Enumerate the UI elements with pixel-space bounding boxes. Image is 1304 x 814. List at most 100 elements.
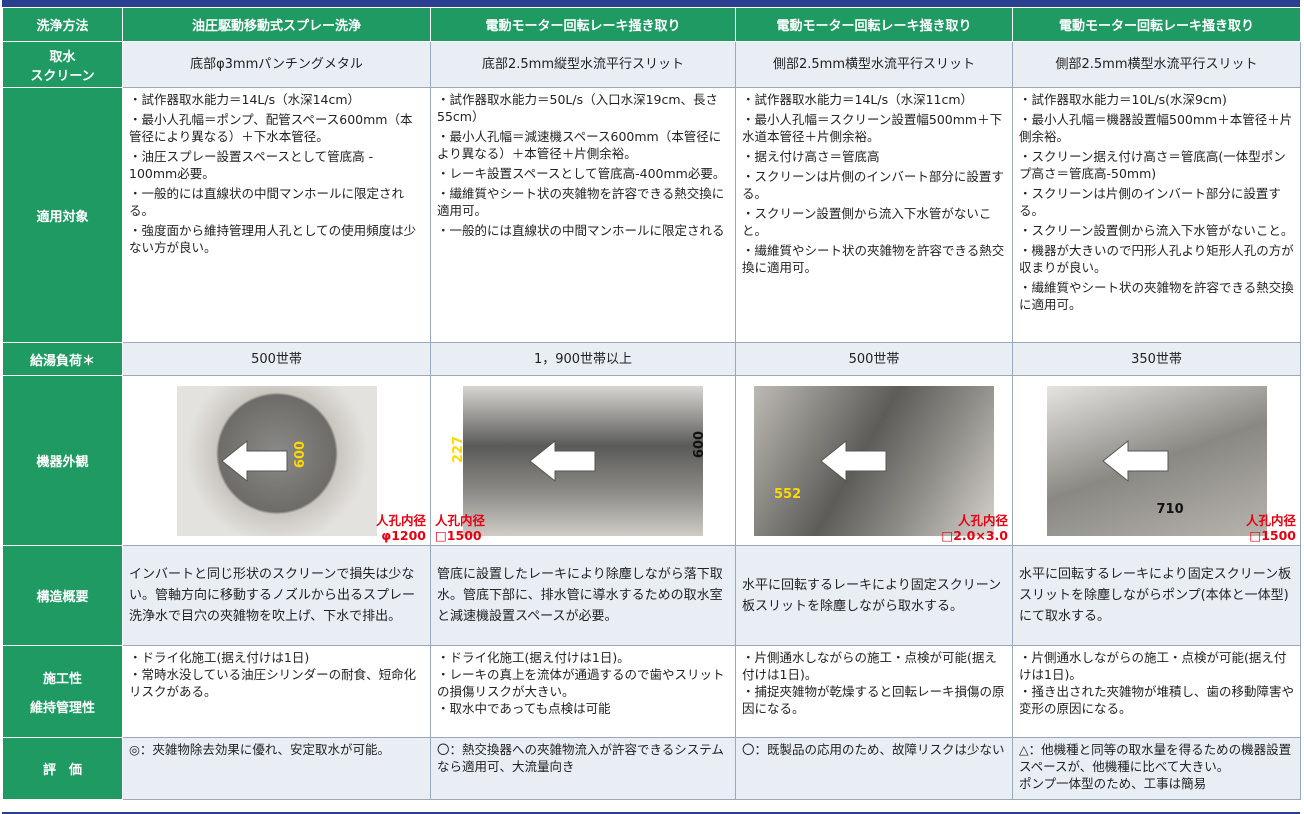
cell-text: 管底に設置したレーキにより除塵しながら落下取水。管底下部に、排水管に導水するため… xyxy=(437,567,723,624)
table-row: 施工性 維持管理性 ・ドライ化施工(据え付けは1日) ・常時水没している油圧シリンダー… xyxy=(2,645,1301,738)
cell-text: 側部2.5mm横型水流平行スリット xyxy=(1055,57,1258,72)
cell: 〇：既製品の応用のため、故障リスクは少ない xyxy=(735,737,1013,800)
bullet-item: ・片側通水しながらの施工・点検が可能(据え付けは1日)。 xyxy=(742,650,997,682)
dimension-label: 227 xyxy=(451,435,467,463)
cell: 600 人孔内径 φ1200 xyxy=(122,375,431,546)
bullet-item: ・レーキ設置スペースとして管底高-400mm必要。 xyxy=(437,166,726,181)
bullet-item: ・据え付け高さ＝管底高 xyxy=(742,149,880,164)
bullet-item: ・最小人孔幅＝減速機スペース600mm（本管径により異なる）＋本管径＋片側余裕。 xyxy=(437,129,722,161)
cell-content: 管底に設置したレーキにより除塵しながら落下取水。管底下部に、排水管に導水するため… xyxy=(431,564,735,627)
cell-content: ・片側通水しながらの施工・点検が可能(据え付けは1日)。 ・捕捉夾雑物が乾燥すると… xyxy=(736,646,1012,717)
cell: ・片側通水しながらの施工・点検が可能(据え付けは1日)。 ・捕捉夾雑物が乾燥すると… xyxy=(735,645,1013,738)
flow-arrow xyxy=(820,439,887,482)
row-label-line: 維持管理性 xyxy=(29,700,95,716)
header-cell: 電動モーター回転レーキ掻き取り xyxy=(1012,7,1301,42)
cell-text: 水平に回転するレーキにより固定スクリーン板スリットを除塵しながら取水する。 xyxy=(742,577,1002,614)
equipment-photo: 600 xyxy=(176,385,377,536)
bullet-item: ・試作器取水能力＝14L/s（水深11cm） xyxy=(742,92,974,107)
bullet-item: ・一般的には直線状の中間マンホールに限定される xyxy=(437,223,725,238)
photo-overlay xyxy=(220,439,287,482)
row-label: 施工性 維持管理性 xyxy=(2,645,123,738)
table-row: 構造概要 インバートと同じ形状のスクリーンで損失は少ない。管軸方向に移動するノズル… xyxy=(2,545,1301,646)
cell-content: ・ドライ化施工(据え付けは1日) ・常時水没している油圧シリンダーの耐食、短命化リ… xyxy=(123,646,430,700)
manhole-size-label: 人孔内径 xyxy=(957,512,1008,528)
cell-content: 側部2.5mm横型水流平行スリット xyxy=(736,56,1012,73)
cell: ・試作器取水能力＝14L/s（水深11cm） ・最小人孔幅＝スクリーン設置幅500… xyxy=(735,87,1013,343)
cell-text: 底部2.5mm縦型水流平行スリット xyxy=(481,57,684,72)
header-cell: 電動モーター回転レーキ掻き取り xyxy=(735,7,1013,42)
table-row: 評 価 ◎：夾雑物除去効果に優れ、安定取水が可能。 〇：熱交換器への夾雑物流入が許容… xyxy=(2,737,1301,800)
bullet-item: ・最小人孔幅＝ポンプ、配管スペース600mm（本管径により異なる）＋下水本管径。 xyxy=(129,112,413,144)
cell-content: ・試作器取水能力＝50L/s（入口水深19cm、長さ55cm） ・最小人孔幅＝減速… xyxy=(431,88,735,242)
row-label-line: 構造概要 xyxy=(36,590,89,605)
bullet-item: ・最小人孔幅＝スクリーン設置幅500mm＋下水道本管径＋片側余裕。 xyxy=(742,112,1003,144)
manhole-size-value: □2.0×3.0 xyxy=(941,527,1008,543)
bullet-item: 〇：熱交換器への夾雑物流入が許容できるシステムなら適用可、大流量向き xyxy=(437,742,724,774)
dimension-label: 710 xyxy=(1156,501,1184,517)
cell-content: ・試作器取水能力＝14L/s（水深11cm） ・最小人孔幅＝スクリーン設置幅500… xyxy=(736,88,1012,279)
bullet-item: ・スクリーン設置側から流入下水管がないこと。 xyxy=(742,206,992,238)
manhole-size-label: 人孔内径 xyxy=(375,512,426,528)
cell-content: ◎：夾雑物除去効果に優れ、安定取水が可能。 xyxy=(123,738,430,758)
cell: 管底に設置したレーキにより除塵しながら落下取水。管底下部に、排水管に導水するため… xyxy=(430,545,736,646)
table-row: 給湯負荷＊ 500世帯 1，900世帯以上 500世帯 350世帯 xyxy=(2,342,1301,376)
bullet-item: ・スクリーン据え付け高さ＝管底高(一体型ポンプ高さ＝管底高-50mm) xyxy=(1019,149,1286,181)
cell: 水平に回転するレーキにより固定スクリーン板スリットを除塵しながら取水する。 xyxy=(735,545,1013,646)
bullet-item: ・ドライ化施工(据え付けは1日) xyxy=(129,650,310,665)
manhole-size: 人孔内径 □1500 xyxy=(1246,513,1296,543)
row-label: 適用対象 xyxy=(2,87,123,343)
cell: 水平に回転するレーキにより固定スクリーン板スリットを除塵しながらポンプ(本体と一… xyxy=(1012,545,1301,646)
cell-content: インバートと同じ形状のスクリーンで損失は少ない。管軸方向に移動するノズルから出る… xyxy=(123,564,430,627)
comparison-table: 洗浄方法 油圧駆動移動式スプレー洗浄 電動モーター回転レーキ掻き取り 電動モーター回転… xyxy=(2,7,1301,800)
header-cell: 電動モーター回転レーキ掻き取り xyxy=(430,7,736,42)
row-label-line: 適用対象 xyxy=(36,209,89,225)
bullet-item: ・試作器取水能力＝10L/s(水深9cm) xyxy=(1019,92,1227,107)
bullet-item: ポンプ一体型のため、工事は簡易 xyxy=(1019,776,1207,791)
row-label-line: 給湯負荷＊ xyxy=(29,353,95,369)
dimension-label: 552 xyxy=(774,486,802,502)
row-label-line: 取水 xyxy=(49,49,76,65)
flow-arrow xyxy=(529,439,596,482)
cell-text: 側部2.5mm横型水流平行スリット xyxy=(772,57,975,72)
row-label: 機器外観 xyxy=(2,375,123,546)
cell: 側部2.5mm横型水流平行スリット xyxy=(735,41,1013,88)
cell: 1，900世帯以上 xyxy=(430,342,736,376)
manhole-size-label: 人孔内径 xyxy=(435,512,486,528)
equipment-photo: 552 xyxy=(754,385,994,536)
cell-content: 水平に回転するレーキにより固定スクリーン板スリットを除塵しながら取水する。 xyxy=(736,575,1012,617)
manhole-size: 人孔内径 □1500 xyxy=(435,513,485,543)
header-cell: 洗浄方法 xyxy=(2,7,123,42)
manhole-size: 人孔内径 φ1200 xyxy=(376,513,426,543)
bullet-item: ・油圧スプレー設置スペースとして管底高 - 100mm必要。 xyxy=(129,149,374,181)
cell: ・試作器取水能力＝14L/s（水深14cm） ・最小人孔幅＝ポンプ、配管スペース6… xyxy=(122,87,431,343)
row-label-line: 機器外観 xyxy=(36,455,89,470)
cell-content: ・片側通水しながらの施工・点検が可能(据え付けは1日)。 ・掻き出された夾雑物が堆… xyxy=(1013,646,1300,717)
cell: 底部φ3mmパンチングメタル xyxy=(122,41,431,88)
cell: 710 人孔内径 □1500 xyxy=(1012,375,1301,546)
cell-text: 水平に回転するレーキにより固定スクリーン板スリットを除塵しながらポンプ(本体と一… xyxy=(1019,567,1292,624)
dimension-label: 600 xyxy=(292,440,308,468)
cell-text: 500世帯 xyxy=(251,351,302,367)
bullet-item: ・繊維質やシート状の夾雑物を許容できる熱交換に適用可。 xyxy=(1019,280,1294,312)
photo-overlay xyxy=(529,439,596,482)
manhole-size-value: φ1200 xyxy=(381,527,426,543)
manhole-size: 人孔内径 □2.0×3.0 xyxy=(941,513,1008,543)
cell: インバートと同じ形状のスクリーンで損失は少ない。管軸方向に移動するノズルから出る… xyxy=(122,545,431,646)
cell-content: 710 人孔内径 □1500 xyxy=(1013,377,1300,545)
bullet-item: ・一般的には直線状の中間マンホールに限定される。 xyxy=(129,186,405,218)
cell-text: 500世帯 xyxy=(848,351,900,367)
row-label: 構造概要 xyxy=(2,545,123,646)
cell: 底部2.5mm縦型水流平行スリット xyxy=(430,41,736,88)
row-label: 取水 スクリーン xyxy=(2,41,123,88)
equipment-photo: 710 xyxy=(1046,385,1267,536)
cell: 552 人孔内径 □2.0×3.0 xyxy=(735,375,1013,546)
cell-content: 552 人孔内径 □2.0×3.0 xyxy=(736,377,1012,545)
cell-content: 底部φ3mmパンチングメタル xyxy=(123,56,430,73)
equipment-photo: 227 600 xyxy=(451,385,707,536)
bullet-item: ・片側通水しながらの施工・点検が可能(据え付けは1日)。 xyxy=(1019,650,1287,682)
cell-content: 1，900世帯以上 xyxy=(431,351,735,368)
manhole-size-label: 人孔内径 xyxy=(1245,512,1296,528)
photo-overlay xyxy=(1101,439,1168,482)
bullet-item: ・繊維質やシート状の夾雑物を許容できる熱交換に適用可。 xyxy=(437,186,725,218)
cell-content: ・ドライ化施工(据え付けは1日)。 ・レーキの真上を流体が通過するので歯やスリット… xyxy=(431,646,735,717)
